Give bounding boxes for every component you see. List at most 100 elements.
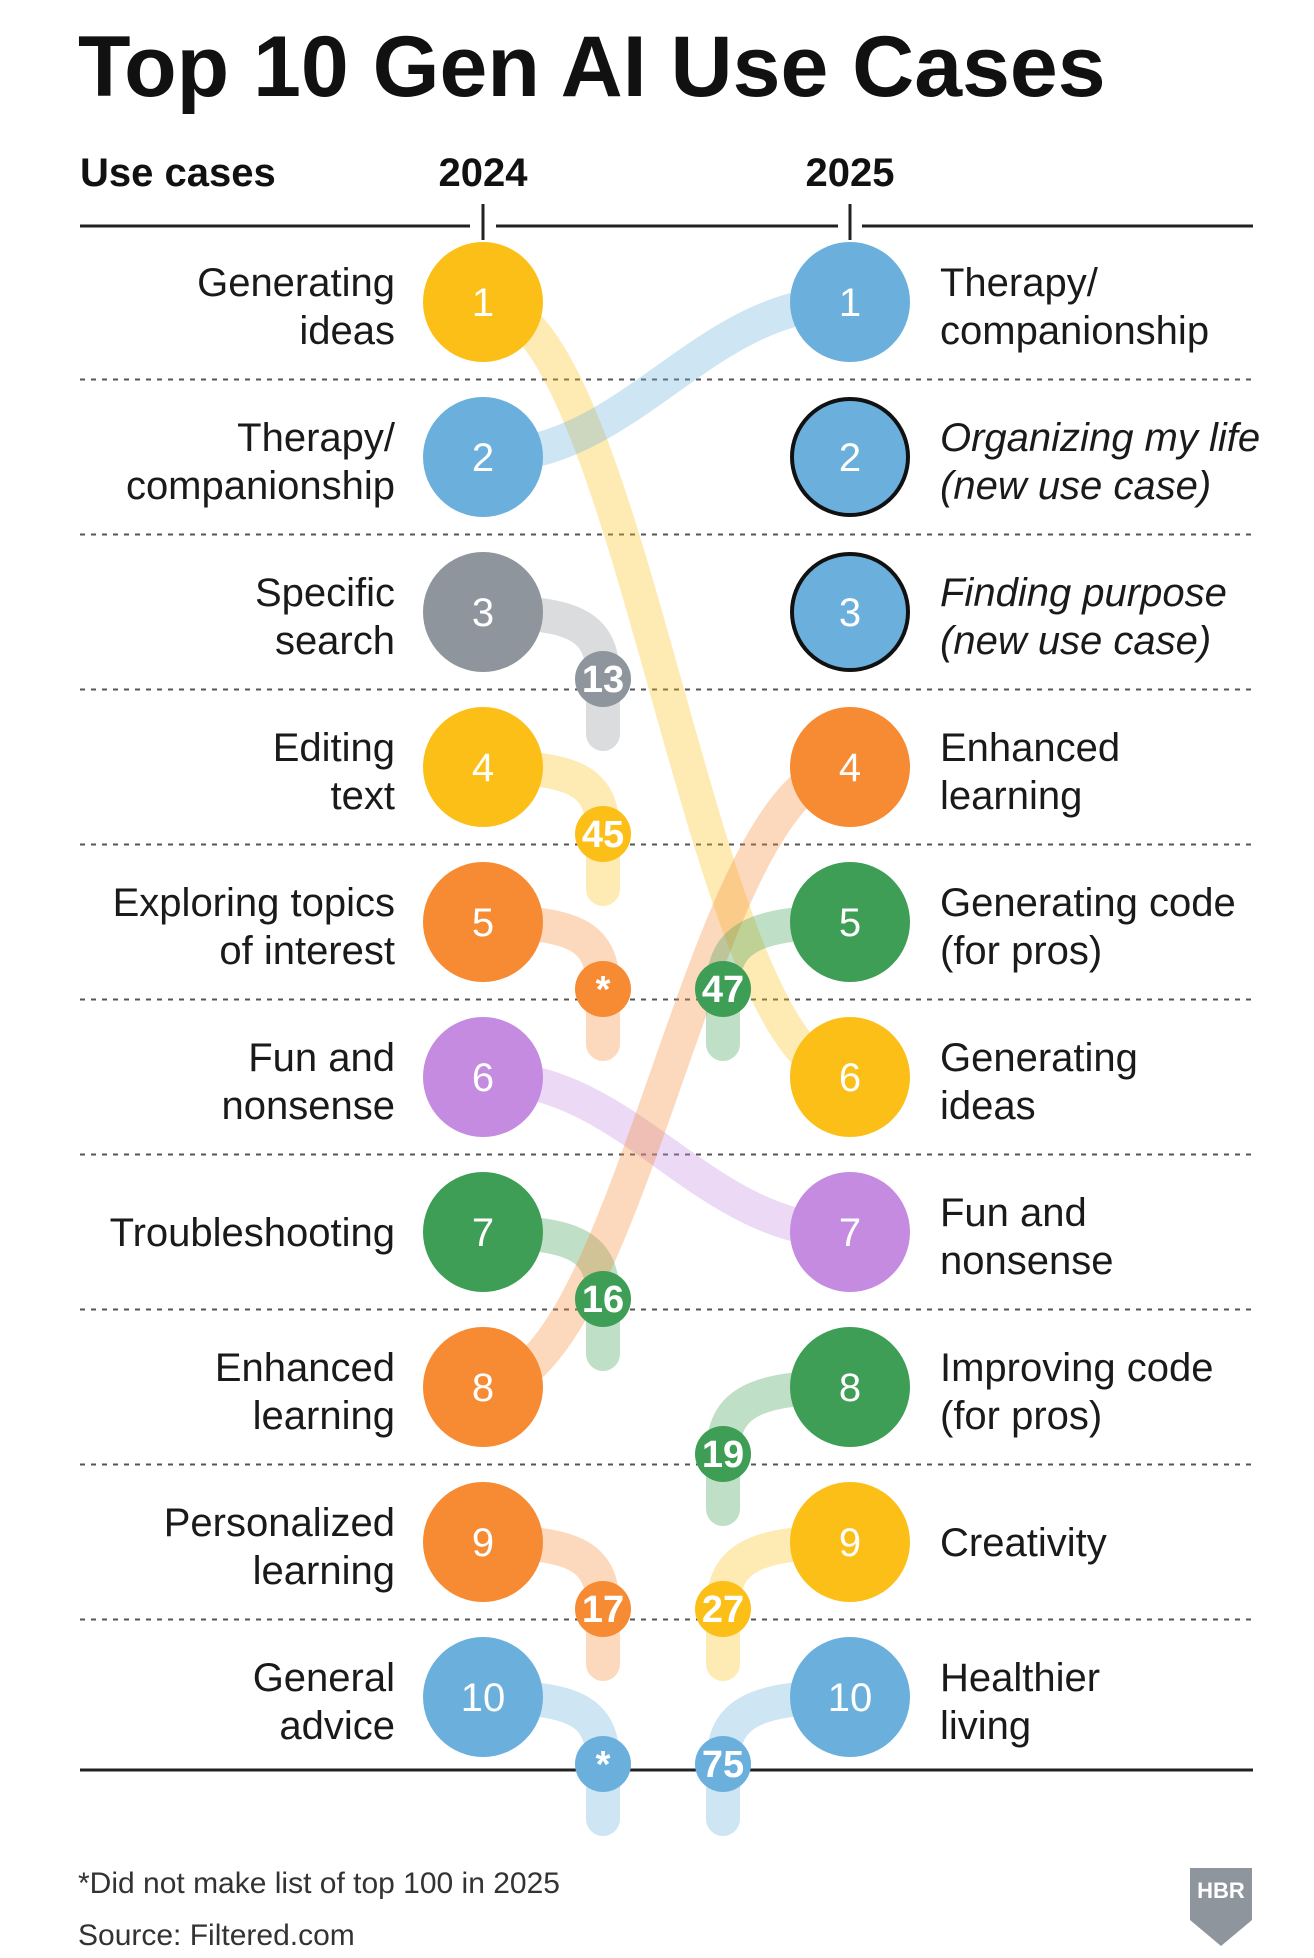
rank-2024-1: 1 [472, 281, 494, 325]
circle-2024-1 [423, 242, 543, 362]
badge-2025-rank-7 [575, 1271, 631, 1327]
label-2025-7: Fun and [940, 1191, 1087, 1235]
circle-2024-10 [423, 1637, 543, 1757]
circle-2025-1 [790, 242, 910, 362]
badge-2025-rank-10 [575, 1736, 631, 1792]
label-2025-10: living [940, 1704, 1031, 1748]
label-2025-5: Generating code [940, 881, 1236, 925]
footnote: *Did not make list of top 100 in 2025 [78, 1867, 560, 1900]
label-2025-8: Improving code [940, 1346, 1213, 1390]
label-2024-2: Therapy/ [237, 416, 396, 460]
circle-2025-9 [790, 1482, 910, 1602]
label-2025-1: Therapy/ [940, 261, 1099, 305]
rank-2024-8: 8 [472, 1366, 494, 1410]
circle-2025-3 [790, 552, 910, 672]
rank-2024-6: 6 [472, 1056, 494, 1100]
label-2025-9: Creativity [940, 1521, 1107, 1565]
label-2025-1: companionship [940, 309, 1209, 353]
badge-2024-rank-for-8-label: 19 [702, 1434, 744, 1476]
circle-2024-8 [423, 1327, 543, 1447]
circle-2025-10 [790, 1637, 910, 1757]
badge-2024-rank-for-5 [695, 961, 751, 1017]
label-2025-7: nonsense [940, 1239, 1113, 1283]
label-2024-3: Specific [255, 571, 395, 615]
rank-2025-1: 1 [839, 281, 861, 325]
label-2024-6: Fun and [248, 1036, 395, 1080]
label-2025-2: (new use case) [940, 464, 1211, 508]
rank-2025-4: 4 [839, 746, 861, 790]
label-2024-4: text [331, 774, 395, 818]
label-2025-10: Healthier [940, 1656, 1100, 1700]
circle-2024-3 [423, 552, 543, 672]
rank-badges: 13 45 * 16 17 * 47 19 27 75 [575, 651, 751, 1792]
label-2025-4: Enhanced [940, 726, 1120, 770]
badge-2024-rank-for-8 [695, 1426, 751, 1482]
source-credit: Source: Filtered.com [78, 1919, 355, 1952]
badge-2024-rank-for-9 [695, 1581, 751, 1637]
badge-2025-rank-4 [575, 806, 631, 862]
label-2024-4: Editing [273, 726, 395, 770]
badge-2025-rank-5 [575, 961, 631, 1017]
circle-2025-2 [790, 397, 910, 517]
badge-2024-rank-for-10 [695, 1736, 751, 1792]
rank-2025-3: 3 [839, 591, 861, 635]
badge-2024-rank-for-5-label: 47 [702, 969, 744, 1011]
grid-lines [80, 204, 1253, 1772]
rank-2024-9: 9 [472, 1521, 494, 1565]
label-2025-3: (new use case) [940, 619, 1211, 663]
label-2024-6: nonsense [222, 1084, 395, 1128]
rank-2025-7: 7 [839, 1211, 861, 1255]
header-2025: 2025 [806, 151, 895, 195]
label-2024-2: companionship [126, 464, 395, 508]
label-2024-1: ideas [299, 309, 395, 353]
label-2025-4: learning [940, 774, 1082, 818]
rank-2025-6: 6 [839, 1056, 861, 1100]
badge-2024-rank-for-9-label: 27 [702, 1589, 744, 1631]
circle-2024-4 [423, 707, 543, 827]
label-2024-10: advice [279, 1704, 395, 1748]
circle-2025-4 [790, 707, 910, 827]
badge-2024-rank-for-10-label: 75 [702, 1744, 744, 1786]
rank-2025-10: 10 [828, 1676, 873, 1720]
circle-2025-7 [790, 1172, 910, 1292]
label-2024-5: of interest [219, 929, 395, 973]
rank-2025-2: 2 [839, 436, 861, 480]
rank-2025-5: 5 [839, 901, 861, 945]
label-2024-5: Exploring topics [113, 881, 395, 925]
chart-title: Top 10 Gen AI Use Cases [78, 19, 1106, 115]
rank-2024-7: 7 [472, 1211, 494, 1255]
svg-text:HBR: HBR [1197, 1878, 1245, 1903]
label-2025-8: (for pros) [940, 1394, 1102, 1438]
label-2024-1: Generating [197, 261, 395, 305]
rank-2025-9: 9 [839, 1521, 861, 1565]
rank-2024-2: 2 [472, 436, 494, 480]
header-2024: 2024 [439, 151, 529, 195]
rank-2025-8: 8 [839, 1366, 861, 1410]
rank-2024-5: 5 [472, 901, 494, 945]
label-2024-8: learning [253, 1394, 395, 1438]
header-use-cases: Use cases [80, 151, 276, 195]
label-2025-6: ideas [940, 1084, 1036, 1128]
connector-1-to-6 [466, 285, 867, 1094]
rows-2025: 1 Therapy/companionship 2 Organizing my lif… [790, 242, 1260, 1757]
badge-2025-rank-3-label: 13 [582, 659, 624, 701]
label-2024-3: search [275, 619, 395, 663]
circle-2025-8 [790, 1327, 910, 1447]
label-2025-5: (for pros) [940, 929, 1102, 973]
circle-2024-5 [423, 862, 543, 982]
rank-2024-4: 4 [472, 746, 494, 790]
badge-2025-rank-3 [575, 651, 631, 707]
label-2025-6: Generating [940, 1036, 1138, 1080]
badge-2025-rank-7-label: 16 [582, 1279, 624, 1321]
connector-8-to-4 [466, 750, 867, 1404]
badge-2025-rank-9-label: 17 [582, 1589, 624, 1631]
label-2025-2: Organizing my life [940, 416, 1260, 460]
badge-2025-rank-10-label: * [596, 1744, 611, 1786]
circle-2024-9 [423, 1482, 543, 1602]
label-2024-7: Troubleshooting [110, 1211, 395, 1255]
label-2024-10: General [253, 1656, 395, 1700]
label-2024-8: Enhanced [215, 1346, 395, 1390]
circle-2025-6 [790, 1017, 910, 1137]
